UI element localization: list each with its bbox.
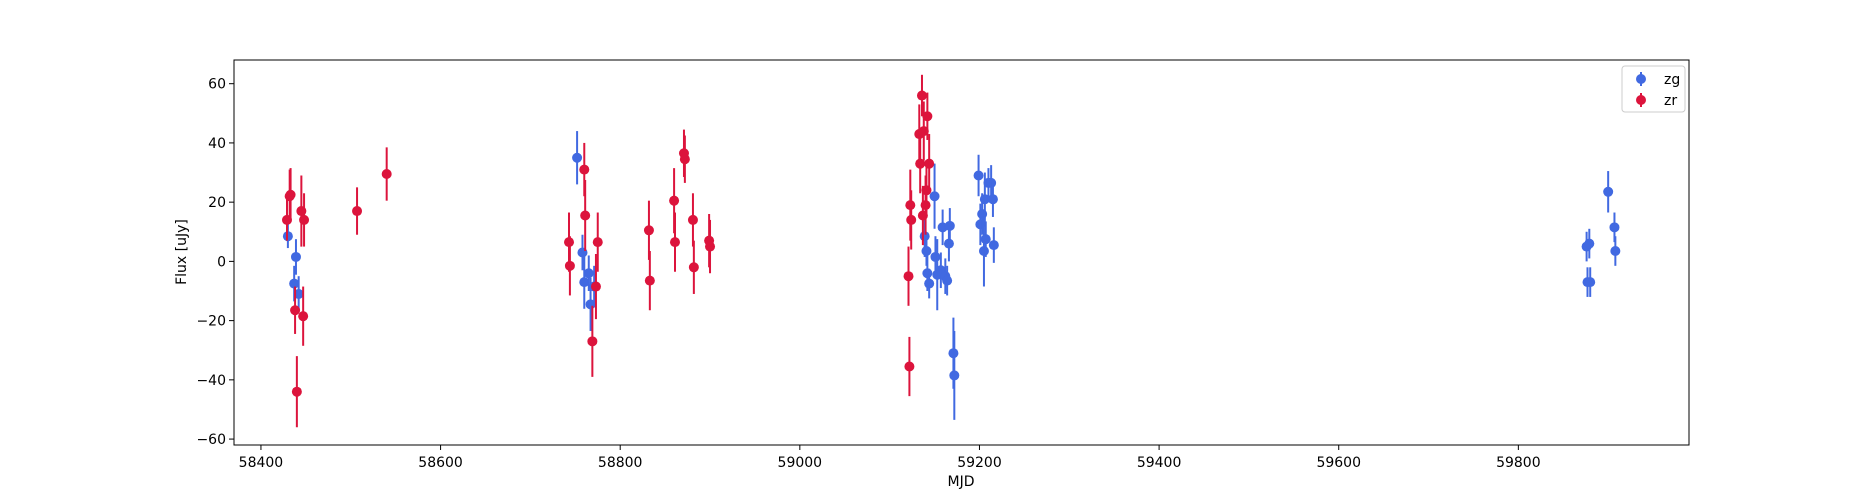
data-point xyxy=(930,251,941,262)
data-point xyxy=(978,246,989,257)
data-point xyxy=(921,246,932,257)
legend-marker xyxy=(1636,74,1646,84)
data-point xyxy=(679,154,690,165)
data-point xyxy=(906,214,917,225)
x-tick-label: 59000 xyxy=(778,455,823,471)
data-point xyxy=(644,275,655,286)
data-point xyxy=(643,225,654,236)
data-point xyxy=(381,169,392,180)
legend-marker xyxy=(1636,95,1646,105)
data-point xyxy=(1585,277,1596,288)
data-point xyxy=(298,311,309,322)
data-point xyxy=(915,158,926,169)
legend: zg zr xyxy=(1621,65,1686,113)
data-point xyxy=(580,210,591,221)
y-tick-label: −20 xyxy=(196,314,226,330)
data-point xyxy=(290,251,301,262)
data-point xyxy=(973,170,984,181)
data-point xyxy=(285,189,296,200)
legend-label: zg xyxy=(1664,72,1680,88)
data-point xyxy=(916,90,927,101)
data-point xyxy=(988,240,999,251)
x-tick-label: 58400 xyxy=(239,455,284,471)
x-tick-label: 59400 xyxy=(1137,455,1182,471)
data-point xyxy=(1584,238,1595,249)
x-tick-label: 59200 xyxy=(957,455,1002,471)
data-point xyxy=(299,214,310,225)
x-axis-label: MJD xyxy=(948,474,975,490)
data-point xyxy=(572,152,583,163)
data-point xyxy=(579,164,590,175)
data-point xyxy=(590,281,601,292)
data-point xyxy=(705,241,716,252)
x-axis: 58400 58600 58800 59000 59200 59400 59600 59800 xyxy=(239,445,1541,471)
data-point xyxy=(987,194,998,205)
data-point xyxy=(289,278,300,289)
plot-frame xyxy=(233,59,1690,446)
data-point xyxy=(918,126,929,137)
data-point xyxy=(904,361,915,372)
data-point xyxy=(352,206,363,217)
data-point xyxy=(587,336,598,347)
series-zg xyxy=(282,131,1621,420)
data-point xyxy=(1610,246,1621,257)
data-point xyxy=(583,268,594,279)
legend-label: zr xyxy=(1664,93,1677,109)
data-point xyxy=(986,177,997,188)
x-tick-label: 59800 xyxy=(1496,455,1541,471)
data-point xyxy=(979,194,990,205)
data-point xyxy=(949,370,960,381)
series-zr xyxy=(281,74,935,428)
y-tick-label: −40 xyxy=(196,373,226,389)
data-layer xyxy=(281,74,1621,428)
data-point xyxy=(980,234,991,245)
y-tick-label: −60 xyxy=(196,432,226,448)
data-point xyxy=(1609,222,1620,233)
data-point xyxy=(942,275,953,286)
data-point xyxy=(669,195,680,206)
data-point xyxy=(922,111,933,122)
y-tick-label: 40 xyxy=(208,136,226,152)
y-axis-label: Flux [uJy] xyxy=(174,219,190,285)
x-tick-label: 58800 xyxy=(598,455,643,471)
data-point xyxy=(564,260,575,271)
y-tick-label: 60 xyxy=(208,77,226,93)
data-point xyxy=(687,214,698,225)
data-point xyxy=(290,305,301,316)
data-point xyxy=(903,271,914,282)
y-tick-label: 20 xyxy=(208,195,226,211)
data-point xyxy=(922,268,933,279)
data-point xyxy=(293,288,304,299)
y-axis: −60 −40 −20 0 20 40 60 xyxy=(196,77,234,448)
data-point xyxy=(929,191,940,202)
data-point xyxy=(669,237,680,248)
data-point xyxy=(924,278,935,289)
data-point xyxy=(592,237,603,248)
data-point xyxy=(291,386,302,397)
x-tick-label: 58600 xyxy=(418,455,463,471)
data-point xyxy=(579,277,590,288)
data-point xyxy=(944,220,955,231)
data-point xyxy=(924,158,935,169)
y-tick-label: 0 xyxy=(217,254,226,270)
data-point xyxy=(1603,186,1614,197)
data-point xyxy=(688,262,699,273)
x-tick-label: 59600 xyxy=(1316,455,1361,471)
